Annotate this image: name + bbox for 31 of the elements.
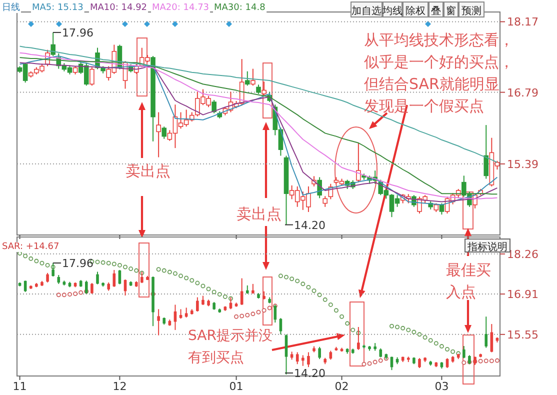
- annotation: 卖出点: [236, 205, 282, 223]
- x-tick-label: 12: [112, 380, 127, 393]
- annotation: 均线: [382, 5, 402, 17]
- annotation: SAR提示并没有到买点: [188, 328, 272, 366]
- annotation: 14.20: [294, 218, 326, 232]
- x-tick-label: 11: [12, 380, 27, 393]
- annotation: 17.96: [62, 257, 94, 270]
- annotation: 日线: [2, 2, 20, 13]
- y-tick-label: 15.39: [507, 158, 538, 171]
- annotation: MA10: 14.92: [90, 3, 148, 13]
- y-tick-label: 18.26: [507, 248, 538, 261]
- x-tick-label: 02: [334, 380, 349, 393]
- annotation: 窗: [446, 5, 456, 17]
- annotation: SAR: +14.67: [2, 242, 60, 252]
- y-tick-label: 18.17: [507, 16, 538, 29]
- annotation: MA20: 14.73: [152, 3, 210, 13]
- y-tick-label: 16.79: [507, 86, 538, 100]
- annotation: 预测: [462, 5, 482, 17]
- annotation: 叠: [431, 6, 441, 17]
- annotation: 指标说明: [466, 241, 508, 253]
- annotation: MA30: 14.8: [214, 3, 266, 13]
- y-tick-label: 16.91: [507, 288, 538, 302]
- annotation: 卖出点: [126, 162, 170, 180]
- annotation: 17.96: [62, 26, 94, 40]
- annotation: 加自选: [352, 5, 382, 17]
- annotation: 除权: [406, 5, 426, 17]
- x-tick-label: 01: [229, 380, 244, 393]
- annotation: 最佳买入点: [446, 261, 491, 301]
- x-tick-label: 03: [434, 380, 449, 393]
- annotation: MA5: 15.13: [32, 3, 84, 13]
- y-tick-label: 15.55: [507, 328, 538, 342]
